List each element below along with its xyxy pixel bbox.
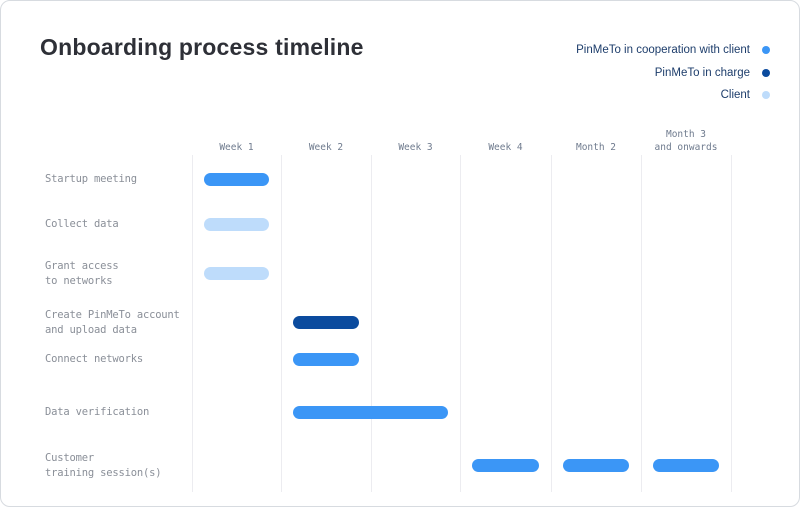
row-label-line: Startup meeting <box>45 173 137 185</box>
row-label-line: Collect data <box>45 218 119 230</box>
task-bar-cooperation <box>563 459 629 472</box>
legend-item-cooperation: PinMeTo in cooperation with client <box>576 39 770 62</box>
page-title: Onboarding process timeline <box>40 34 364 60</box>
row-label: Data verification <box>45 405 149 420</box>
row-label: Create PinMeTo account and upload data <box>45 308 180 338</box>
legend-item-pinmeto-in-charge: PinMeTo in charge <box>576 62 770 85</box>
row-label-line: Data verification <box>45 406 150 418</box>
column-header-line: Week 2 <box>308 142 344 153</box>
row-label-line: Create PinMeTo account <box>45 308 180 321</box>
legend: PinMeTo in cooperation with client PinMe… <box>576 39 770 107</box>
legend-label: Client <box>720 89 750 102</box>
column-header-line: and onwards <box>654 142 718 153</box>
column-header-line: Month 3 <box>665 129 707 140</box>
grid-line <box>551 155 552 492</box>
column-header-line: Week 4 <box>488 142 523 153</box>
task-bar-cooperation <box>653 459 719 472</box>
column-header: Week 1 <box>219 141 253 154</box>
legend-dot-cooperation-icon <box>762 46 770 55</box>
grid-line <box>371 155 372 492</box>
column-header-line: Week 1 <box>219 142 254 153</box>
row-label-line: Customer <box>45 451 94 464</box>
legend-dot-client-icon <box>762 91 770 100</box>
task-bar-cooperation <box>204 173 269 186</box>
grid-line <box>281 155 282 492</box>
column-header-line: Week 3 <box>398 142 433 153</box>
legend-dot-pinmeto-icon <box>762 68 770 77</box>
row-label-line: and upload data <box>45 323 137 336</box>
row-label-line: Grant access <box>45 259 119 272</box>
grid-line <box>460 155 461 492</box>
row-label: Connect networks <box>45 352 143 367</box>
column-header: Week 4 <box>488 141 522 154</box>
grid-line <box>641 155 642 492</box>
column-header: Week 3 <box>398 141 432 154</box>
row-label-line: training session(s) <box>45 466 162 479</box>
legend-label: PinMeTo in cooperation with client <box>576 44 750 57</box>
task-bar-cooperation <box>293 353 359 366</box>
column-header: Month 2 <box>576 141 616 154</box>
grid-line <box>192 155 193 492</box>
task-bar-cooperation <box>293 406 448 419</box>
column-header: Month 3 and onwards <box>655 128 718 154</box>
row-label: Startup meeting <box>45 172 137 187</box>
column-header-line: Month 2 <box>575 142 617 153</box>
task-bar-pinmeto <box>293 316 359 329</box>
row-label-line: to networks <box>45 274 113 287</box>
row-label: Customer training session(s) <box>45 451 162 481</box>
column-header: Week 2 <box>309 141 343 154</box>
legend-label: PinMeTo in charge <box>654 66 750 79</box>
row-label: Grant access to networks <box>45 259 119 289</box>
task-bar-cooperation <box>472 459 539 472</box>
grid-line <box>731 155 732 492</box>
task-bar-client <box>204 267 269 280</box>
legend-item-client: Client <box>576 84 770 107</box>
task-bar-client <box>204 218 269 231</box>
row-label: Collect data <box>45 217 119 232</box>
row-label-line: Connect networks <box>45 353 143 365</box>
